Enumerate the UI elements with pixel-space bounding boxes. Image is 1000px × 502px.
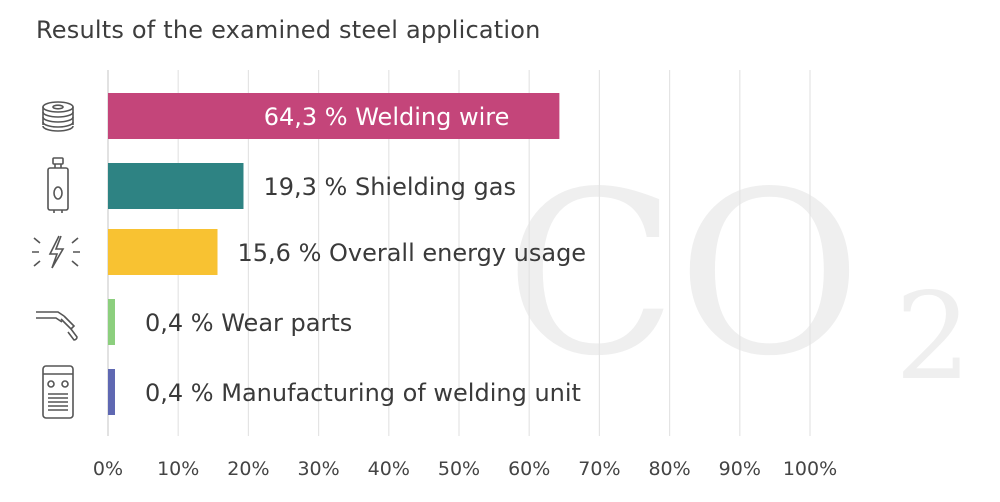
x-tick-label: 80% <box>648 458 690 480</box>
x-tick-label: 40% <box>368 458 410 480</box>
bar-label: 19,3 % Shielding gas <box>263 173 515 201</box>
bar-label: 15,6 % Overall energy usage <box>238 239 587 267</box>
bars <box>108 93 560 415</box>
x-tick-label: 30% <box>297 458 339 480</box>
x-axis-ticks: 0% 10% 20% 30% 40% 50% 60% 70% 80% 90% 100% <box>93 458 837 480</box>
x-tick-label: 90% <box>719 458 761 480</box>
x-tick-label: 50% <box>438 458 480 480</box>
welding-torch-icon <box>36 311 78 341</box>
bar-labels: 64,3 % Welding wire 19,3 % Shielding gas 1… <box>145 103 586 407</box>
bar-label: 0,4 % Manufacturing of welding unit <box>145 379 581 407</box>
x-tick-label: 0% <box>93 458 123 480</box>
bar-label: 0,4 % Wear parts <box>145 309 352 337</box>
gas-cylinder-icon <box>47 157 69 213</box>
bar <box>108 93 560 139</box>
chart-title: Results of the examined steel applicatio… <box>36 16 541 44</box>
watermark-co: CO <box>505 144 862 406</box>
watermark-subscript: 2 <box>895 268 971 407</box>
x-tick-label: 20% <box>227 458 269 480</box>
bar <box>108 229 218 275</box>
welding-unit-icon <box>42 365 74 419</box>
x-tick-label: 70% <box>578 458 620 480</box>
x-tick-label: 10% <box>157 458 199 480</box>
bar <box>108 163 244 209</box>
wire-spool-icon <box>42 101 74 132</box>
bar <box>108 369 115 415</box>
x-tick-label: 60% <box>508 458 550 480</box>
energy-icon <box>32 235 80 269</box>
x-tick-label: 100% <box>783 458 837 480</box>
bar-label: 64,3 % Welding wire <box>264 103 510 131</box>
co2-watermark: CO 2 <box>505 144 971 407</box>
bar <box>108 299 115 345</box>
